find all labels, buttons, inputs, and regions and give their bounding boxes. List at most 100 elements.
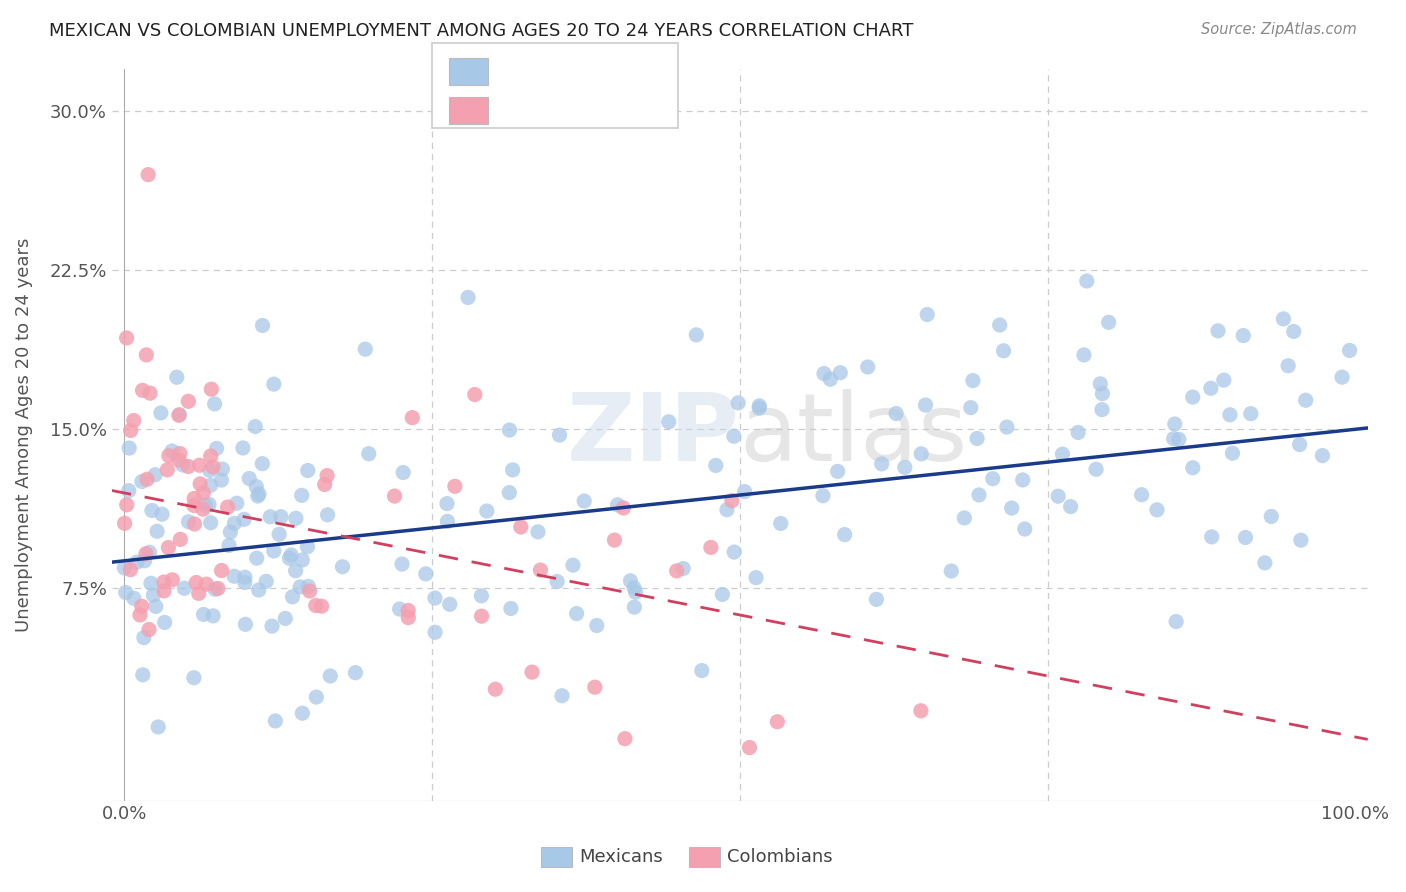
- Point: [484, 682, 506, 697]
- Point: [169, 408, 191, 422]
- Point: [813, 367, 835, 381]
- Point: [603, 533, 626, 547]
- Point: [354, 342, 377, 356]
- Point: [1201, 530, 1223, 544]
- Point: [245, 419, 267, 434]
- Point: [436, 515, 458, 529]
- Text: R =: R =: [499, 104, 540, 123]
- Point: [392, 466, 415, 480]
- Point: [1014, 522, 1036, 536]
- Point: [856, 359, 879, 374]
- Point: [457, 290, 479, 304]
- Point: [619, 574, 641, 588]
- Point: [716, 502, 738, 516]
- Point: [200, 382, 222, 396]
- Point: [167, 409, 190, 423]
- Point: [193, 607, 215, 622]
- Point: [314, 477, 336, 491]
- Point: [827, 464, 849, 478]
- Point: [665, 564, 688, 578]
- Point: [209, 473, 232, 487]
- Point: [423, 625, 446, 640]
- Point: [319, 669, 342, 683]
- Point: [183, 516, 205, 531]
- Point: [166, 370, 188, 384]
- Point: [475, 504, 498, 518]
- Point: [183, 499, 205, 513]
- Point: [436, 497, 458, 511]
- Point: [115, 331, 138, 345]
- Point: [423, 591, 446, 605]
- Point: [136, 472, 159, 486]
- Point: [204, 582, 226, 597]
- Text: -0.117: -0.117: [533, 104, 599, 123]
- Point: [548, 428, 571, 442]
- Point: [274, 611, 297, 625]
- Point: [217, 500, 239, 514]
- Point: [981, 472, 1004, 486]
- Point: [690, 664, 713, 678]
- Point: [291, 553, 314, 567]
- Point: [1232, 328, 1254, 343]
- Point: [297, 579, 319, 593]
- Point: [162, 573, 184, 587]
- Point: [748, 399, 770, 413]
- Point: [1052, 447, 1074, 461]
- Point: [297, 463, 319, 477]
- Point: [585, 618, 607, 632]
- Point: [332, 559, 354, 574]
- Point: [734, 484, 756, 499]
- Point: [727, 396, 749, 410]
- Point: [811, 489, 834, 503]
- Text: Mexicans: Mexicans: [579, 848, 664, 866]
- Point: [1219, 408, 1241, 422]
- Point: [188, 458, 211, 473]
- Point: [612, 501, 634, 516]
- Point: [139, 576, 162, 591]
- Point: [1059, 500, 1081, 514]
- Point: [1167, 433, 1189, 447]
- Text: 0.476: 0.476: [533, 65, 592, 84]
- Point: [865, 592, 887, 607]
- Point: [169, 533, 191, 547]
- Point: [136, 168, 159, 182]
- Point: [233, 575, 256, 590]
- Point: [167, 453, 190, 467]
- Point: [723, 429, 745, 443]
- Point: [224, 569, 246, 583]
- Point: [1312, 449, 1334, 463]
- Point: [131, 475, 153, 489]
- Point: [941, 564, 963, 578]
- Point: [769, 516, 792, 531]
- Point: [260, 619, 283, 633]
- Point: [551, 689, 574, 703]
- Point: [884, 407, 907, 421]
- Point: [311, 599, 333, 614]
- Point: [1091, 402, 1114, 417]
- Text: N =: N =: [593, 104, 636, 123]
- Point: [574, 494, 596, 508]
- Point: [1240, 407, 1263, 421]
- Point: [218, 538, 240, 552]
- Point: [959, 401, 981, 415]
- Point: [284, 511, 307, 525]
- Point: [290, 580, 312, 594]
- Text: Source: ZipAtlas.com: Source: ZipAtlas.com: [1201, 22, 1357, 37]
- Text: Colombians: Colombians: [727, 848, 832, 866]
- Point: [830, 366, 852, 380]
- Point: [200, 449, 222, 463]
- Point: [120, 563, 142, 577]
- Point: [138, 623, 160, 637]
- Point: [1090, 376, 1112, 391]
- Point: [1011, 473, 1033, 487]
- Point: [305, 599, 328, 613]
- Point: [118, 483, 141, 498]
- Point: [122, 591, 145, 606]
- Point: [139, 386, 162, 401]
- Point: [1067, 425, 1090, 440]
- Point: [993, 343, 1015, 358]
- Point: [527, 524, 550, 539]
- Point: [910, 447, 932, 461]
- Point: [1091, 386, 1114, 401]
- Point: [193, 486, 215, 500]
